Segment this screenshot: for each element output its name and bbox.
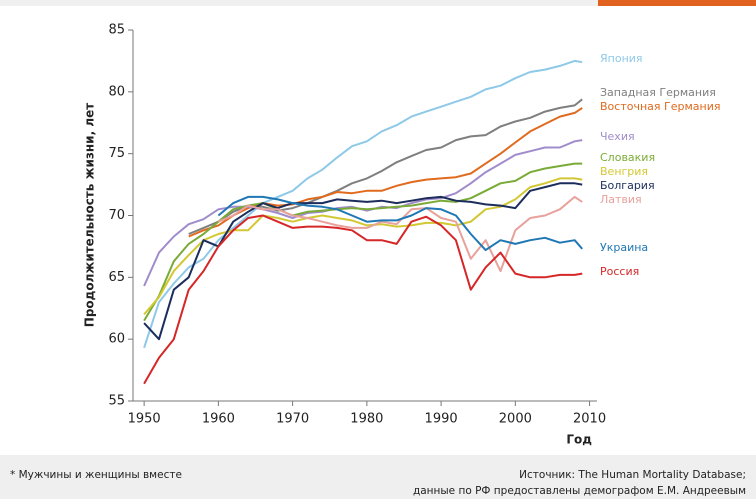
series-label: Россия — [600, 265, 639, 278]
footer-band — [0, 455, 756, 499]
y-tick-label: 65 — [108, 270, 125, 285]
x-tick-label: 1980 — [350, 412, 383, 427]
x-tick-label: 2010 — [573, 412, 606, 427]
line-series — [143, 177, 583, 316]
y-axis-label: Продолжительность жизни, лет — [83, 103, 97, 327]
line-series — [218, 195, 583, 273]
line-series — [143, 139, 583, 287]
line-series — [143, 59, 583, 349]
y-tick-label: 70 — [108, 208, 125, 223]
x-tick-label: 1990 — [425, 412, 458, 427]
series-label: Япония — [600, 52, 643, 65]
y-tick-label: 55 — [108, 394, 125, 409]
line-series — [217, 195, 583, 252]
y-tick-label: 60 — [108, 332, 125, 347]
footnote: * Мужчины и женщины вместе — [10, 469, 182, 481]
line-series — [188, 107, 583, 238]
series-label: Болгария — [600, 179, 655, 192]
y-tick-label: 85 — [108, 23, 125, 38]
y-tick-label: 75 — [108, 146, 125, 161]
source: Источник: The Human Mortality Database; — [519, 469, 746, 481]
series-label: Чехия — [600, 130, 635, 143]
x-axis-label: Год — [566, 433, 592, 447]
x-tick-label: 1960 — [202, 412, 235, 427]
line-series — [188, 98, 583, 235]
x-tick-label: 1950 — [128, 412, 161, 427]
series-label: Украина — [600, 241, 648, 254]
line-series — [143, 214, 583, 385]
source: данные по РФ предоставлены демографом Е.… — [413, 485, 746, 497]
series-label: Латвия — [600, 193, 642, 206]
x-tick-label: 2000 — [499, 412, 532, 427]
top-accent — [598, 0, 756, 6]
y-tick-label: 80 — [108, 84, 125, 99]
top-band — [0, 0, 756, 6]
series-label: Словакия — [600, 151, 655, 164]
series-label: Венгрия — [600, 165, 648, 178]
series-label: Восточная Германия — [600, 100, 720, 113]
x-tick-label: 1970 — [276, 412, 309, 427]
series-label: Западная Германия — [600, 86, 716, 99]
